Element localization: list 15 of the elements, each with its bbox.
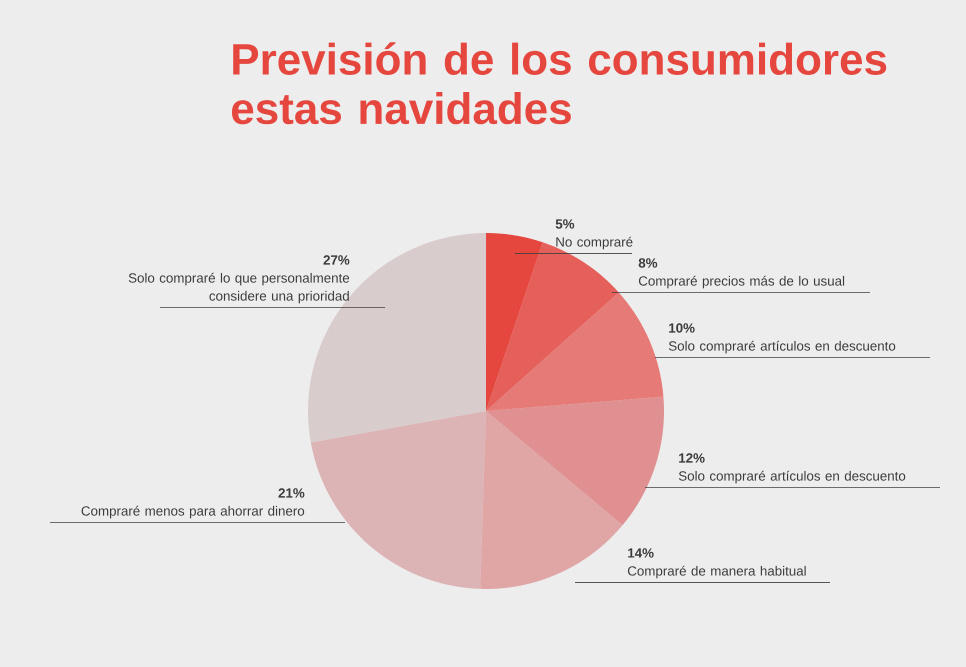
data-label: 14% <box>628 548 654 558</box>
slice-label: Compraré de manera habitual <box>628 566 806 578</box>
slice-label: Solo compraré artículos en descuento <box>678 470 906 484</box>
data-label: 27% <box>324 255 350 265</box>
data-label: 10% <box>669 323 695 333</box>
slice-label: Solo compraré artículos en descuento <box>668 340 896 354</box>
slice-label: Compraré precios más de lo usual <box>638 276 844 288</box>
data-label: 12% <box>679 453 705 463</box>
slice-label: Compraré menos para ahorrar dinero <box>82 506 304 518</box>
chart-title: Previsión de los consumidores estas navidades <box>232 42 886 124</box>
data-label: 8% <box>638 258 658 268</box>
slice-label: Solo compraré lo que personalmente considere una prioridad <box>128 272 350 304</box>
data-label: 5% <box>556 219 574 229</box>
slice-label: No compraré <box>556 236 632 250</box>
data-label: 21% <box>278 488 304 498</box>
